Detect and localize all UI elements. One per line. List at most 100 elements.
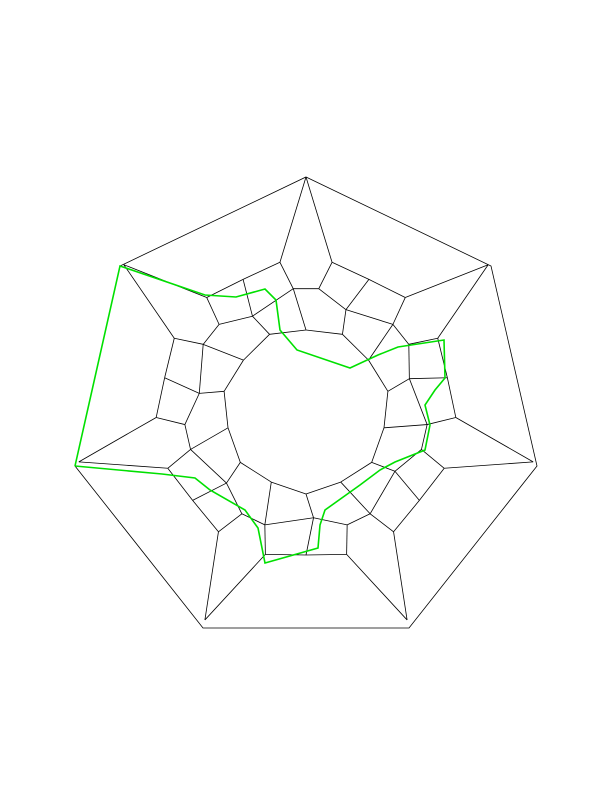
- edge: [446, 377, 457, 418]
- edge: [218, 315, 253, 325]
- edge: [305, 517, 314, 556]
- edge: [226, 482, 243, 514]
- edge: [199, 390, 225, 394]
- edge: [174, 337, 204, 345]
- highlighted-cycle: [74, 264, 446, 565]
- edge: [340, 481, 371, 515]
- edge: [167, 468, 193, 501]
- edge: [394, 471, 420, 501]
- edge: [204, 554, 266, 621]
- edge: [271, 481, 307, 495]
- edge: [408, 344, 410, 379]
- edge: [371, 461, 396, 472]
- edge: [455, 417, 534, 463]
- edge: [318, 262, 333, 289]
- edge: [392, 324, 410, 345]
- graph-edges: [74, 176, 538, 629]
- edge: [218, 513, 243, 533]
- edge: [240, 462, 272, 483]
- edge: [264, 524, 266, 555]
- edge: [340, 462, 372, 483]
- edge: [223, 391, 229, 428]
- edge: [318, 288, 347, 310]
- edge: [408, 337, 438, 345]
- edge: [223, 359, 244, 392]
- edge: [305, 329, 343, 335]
- edge: [346, 524, 348, 555]
- edge: [265, 553, 307, 556]
- edge: [342, 309, 347, 335]
- edge: [371, 427, 385, 463]
- edge: [243, 334, 270, 361]
- edge: [184, 393, 200, 425]
- edge: [368, 324, 394, 361]
- edge: [192, 500, 219, 533]
- edge: [444, 461, 534, 469]
- edge: [227, 427, 241, 463]
- edge: [242, 279, 253, 317]
- edge: [387, 378, 410, 392]
- edge: [345, 309, 394, 325]
- edge: [164, 338, 175, 378]
- edge: [78, 417, 157, 463]
- edge: [345, 279, 370, 310]
- edge: [206, 279, 244, 298]
- edge: [156, 417, 185, 425]
- edge: [190, 427, 229, 450]
- edge: [331, 261, 370, 280]
- edge: [392, 297, 406, 325]
- edge: [202, 324, 220, 345]
- edge: [421, 449, 445, 469]
- edge: [368, 279, 406, 298]
- edge: [305, 553, 347, 556]
- edge: [421, 424, 428, 450]
- edge: [252, 315, 270, 335]
- edge: [242, 261, 281, 280]
- edge: [408, 378, 428, 425]
- edge: [184, 424, 191, 450]
- edge: [313, 517, 348, 526]
- edge: [123, 264, 175, 339]
- edge: [269, 329, 307, 335]
- edge: [419, 468, 445, 501]
- edge: [368, 359, 389, 392]
- edge: [198, 344, 204, 394]
- edge: [155, 377, 166, 418]
- edge: [279, 176, 307, 263]
- edge: [305, 481, 341, 495]
- edge: [342, 334, 369, 361]
- edge: [346, 554, 408, 621]
- edge: [383, 391, 389, 428]
- edge: [369, 471, 396, 514]
- edge: [226, 462, 241, 484]
- edge: [305, 176, 333, 263]
- edge: [292, 288, 307, 331]
- edge: [279, 262, 294, 289]
- outer-heptagon: [74, 176, 538, 629]
- edge: [164, 377, 200, 394]
- edge: [383, 424, 428, 429]
- edge: [346, 513, 371, 526]
- edge: [305, 493, 314, 518]
- edge: [405, 264, 489, 298]
- edge: [409, 377, 448, 380]
- edge: [241, 513, 266, 526]
- edge: [167, 449, 191, 469]
- edge: [437, 338, 448, 378]
- edge: [204, 531, 219, 620]
- edge: [264, 482, 272, 525]
- edge: [393, 500, 420, 533]
- edge: [264, 517, 314, 526]
- edge: [437, 264, 489, 339]
- edge: [192, 482, 227, 501]
- edge: [203, 343, 244, 361]
- edge: [427, 417, 456, 425]
- edge: [206, 297, 220, 325]
- edge: [393, 531, 408, 620]
- edge: [78, 461, 168, 469]
- edge: [369, 513, 394, 533]
- edge: [252, 288, 294, 317]
- edge: [190, 449, 227, 484]
